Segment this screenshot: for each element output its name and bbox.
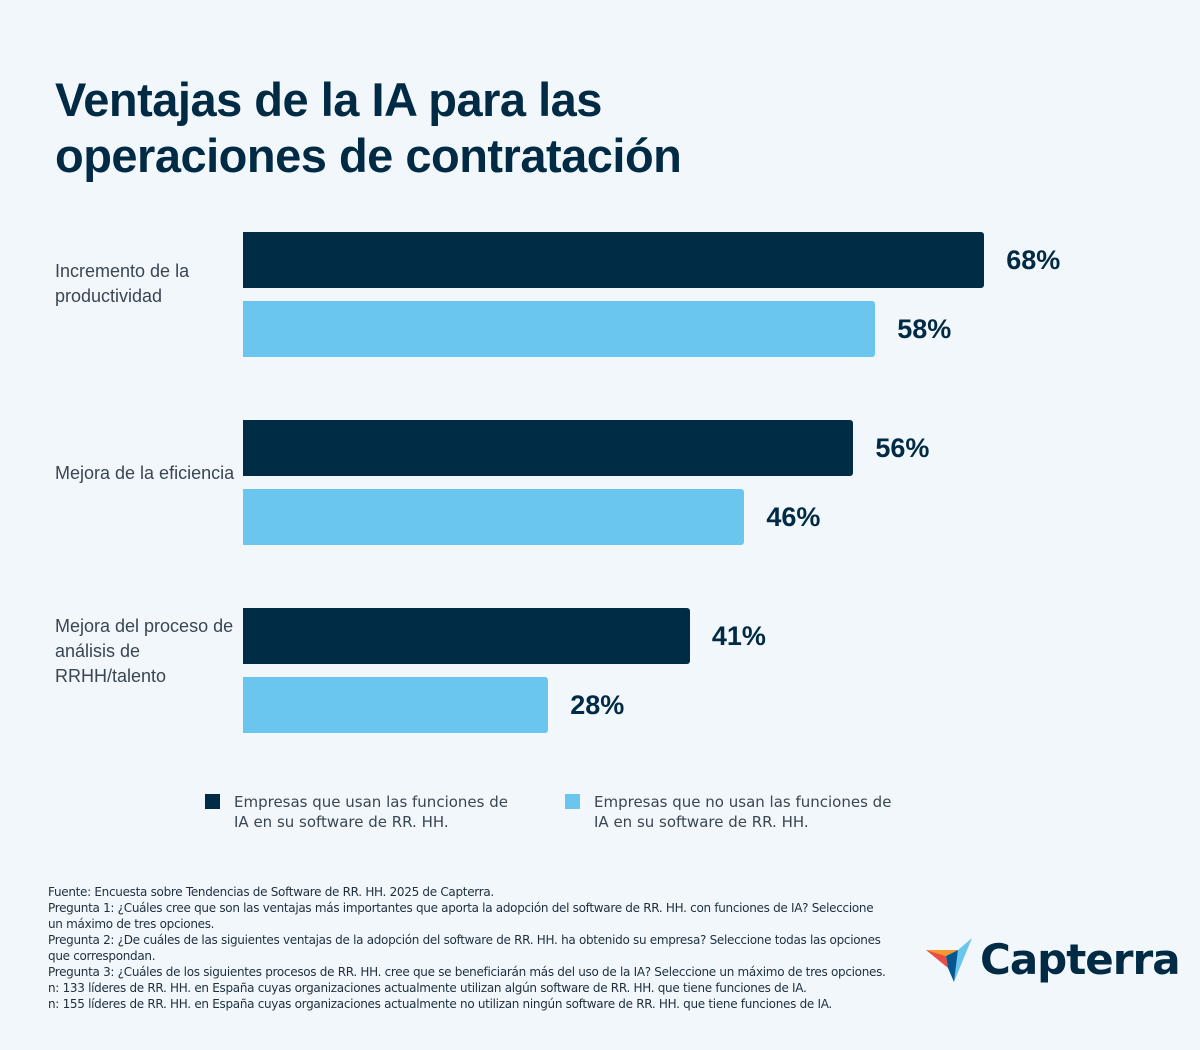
bar [243, 232, 985, 288]
data-label: 58% [897, 314, 952, 344]
data-label: 46% [766, 502, 821, 532]
category-label: Mejora del proceso de análisis de RRHH/t… [55, 616, 234, 686]
legend-item-uses-ai: Empresas que usan las funciones de IA en… [205, 792, 524, 832]
footnote: Pregunta 3: ¿Cuáles de los siguientes pr… [48, 965, 886, 979]
bar [243, 301, 876, 357]
bar [243, 489, 745, 545]
data-label: 56% [875, 433, 930, 463]
footnote: Pregunta 1: ¿Cuáles cree que son las ven… [48, 901, 874, 931]
category-label: Mejora de la eficiencia [55, 463, 235, 483]
data-label: 28% [570, 690, 625, 720]
bar [243, 420, 854, 476]
legend-item-no-ai: Empresas que no usan las funciones de IA… [565, 792, 904, 832]
footnote: Fuente: Encuesta sobre Tendencias de Sof… [48, 885, 494, 899]
page-title: Ventajas de la IA para las operaciones d… [55, 73, 682, 182]
legend-swatch [565, 794, 580, 809]
legend-label: Empresas que no usan las funciones de IA… [594, 793, 892, 831]
legend-label: Empresas que usan las funciones de IA en… [234, 793, 508, 831]
footnote: Pregunta 2: ¿De cuáles de las siguientes… [48, 933, 881, 963]
data-label: 41% [711, 621, 766, 651]
legend-swatch [205, 794, 220, 809]
category-label: Incremento de la productividad [55, 261, 190, 306]
bar [243, 608, 690, 664]
capterra-logo: Capterra [926, 935, 1181, 984]
footnote: n: 133 líderes de RR. HH. en España cuya… [48, 981, 807, 995]
capterra-logo-icon [926, 937, 972, 982]
footnote: n: 155 líderes de RR. HH. en España cuya… [48, 997, 832, 1011]
footnotes: Fuente: Encuesta sobre Tendencias de Sof… [48, 884, 888, 1012]
data-label: 68% [1006, 245, 1061, 275]
bar [243, 677, 549, 733]
